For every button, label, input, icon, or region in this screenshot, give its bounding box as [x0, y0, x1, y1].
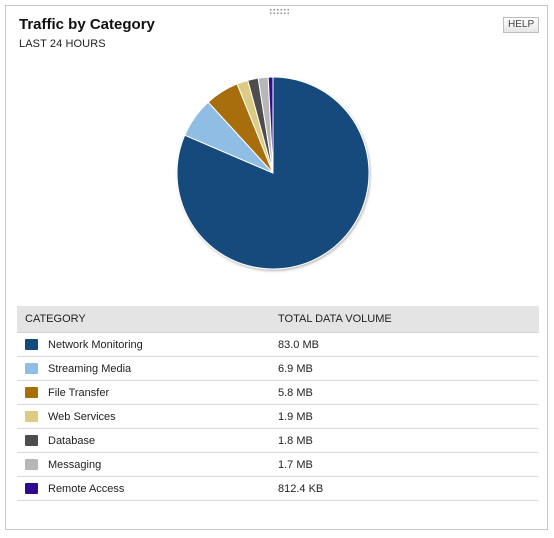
table-row: Network Monitoring 83.0 MB [17, 332, 539, 357]
column-header-category: CATEGORY [17, 306, 278, 333]
color-swatch [25, 434, 38, 446]
drag-handle-icon[interactable] [269, 8, 289, 16]
table-row: File Transfer 5.8 MB [17, 380, 539, 405]
category-label: Database [48, 434, 96, 447]
category-label: File Transfer [48, 386, 110, 399]
widget-subtitle: LAST 24 HOURS [19, 38, 106, 50]
table-row: Web Services 1.9 MB [17, 404, 539, 429]
table-header-row: CATEGORY TOTAL DATA VOLUME [17, 306, 539, 333]
volume-value: 1.9 MB [278, 404, 539, 429]
volume-value: 1.8 MB [278, 428, 539, 453]
pie-chart [176, 76, 370, 270]
color-swatch [25, 338, 38, 350]
column-header-volume: TOTAL DATA VOLUME [278, 306, 539, 333]
table-row: Remote Access 812.4 KB [17, 476, 539, 501]
volume-value: 812.4 KB [278, 476, 539, 501]
traffic-by-category-widget: Traffic by Category LAST 24 HOURS HELP C… [5, 5, 548, 530]
table-row: Database 1.8 MB [17, 428, 539, 453]
color-swatch [25, 482, 38, 494]
volume-value: 1.7 MB [278, 452, 539, 477]
color-swatch [25, 458, 38, 470]
table-row: Messaging 1.7 MB [17, 452, 539, 477]
pie-slice-remote-access[interactable] [267, 76, 274, 174]
color-swatch [25, 362, 38, 374]
help-button[interactable]: HELP [503, 17, 540, 33]
color-swatch [25, 386, 38, 398]
volume-value: 83.0 MB [278, 332, 539, 357]
volume-value: 6.9 MB [278, 356, 539, 381]
category-label: Web Services [48, 410, 116, 423]
category-label: Streaming Media [48, 362, 132, 375]
volume-value: 5.8 MB [278, 380, 539, 405]
pie-slice-network-monitoring[interactable] [176, 76, 370, 270]
widget-title: Traffic by Category [19, 16, 155, 33]
color-swatch [25, 410, 38, 422]
category-label: Network Monitoring [48, 338, 143, 351]
category-table: CATEGORY TOTAL DATA VOLUME Network Monit… [17, 306, 539, 501]
category-label: Messaging [48, 458, 102, 471]
category-label: Remote Access [48, 482, 125, 495]
table-row: Streaming Media 6.9 MB [17, 356, 539, 381]
